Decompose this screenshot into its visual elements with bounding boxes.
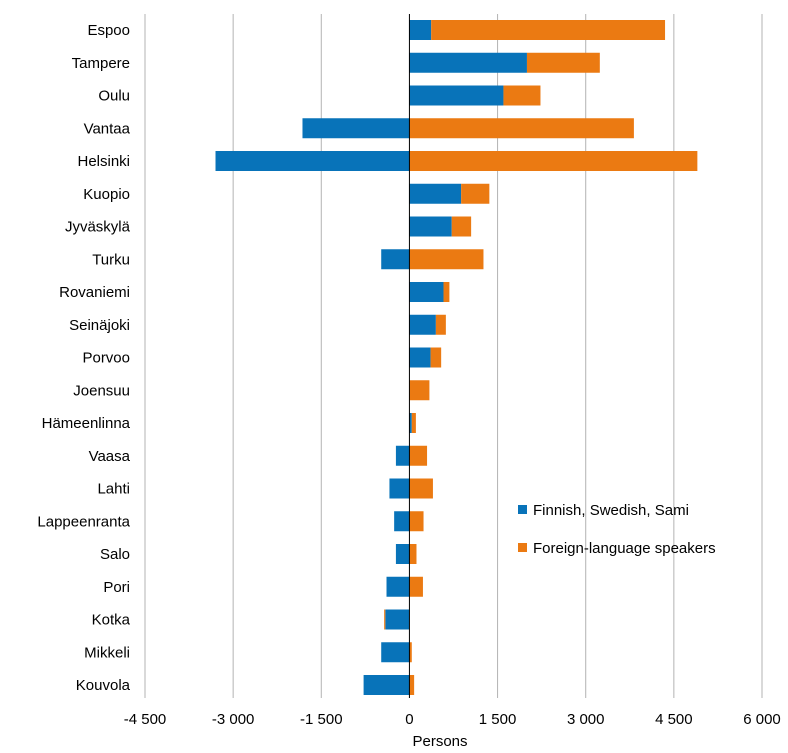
bars bbox=[215, 20, 698, 695]
bar bbox=[411, 413, 416, 433]
bar bbox=[409, 314, 436, 335]
bar bbox=[409, 380, 430, 401]
bar bbox=[409, 20, 432, 40]
x-tick-label: 0 bbox=[405, 711, 413, 728]
bar bbox=[430, 347, 442, 368]
x-tick-labels: -4 500 -3 000 -1 500 0 1 500 3 000 4 500 6 000 bbox=[124, 711, 781, 728]
category-label: Lahti bbox=[97, 481, 130, 498]
category-label: Rovaniemi bbox=[59, 284, 130, 301]
bar bbox=[503, 85, 541, 106]
bar bbox=[526, 52, 600, 73]
bar bbox=[363, 675, 410, 695]
category-label: Vaasa bbox=[89, 448, 131, 465]
category-label: Pori bbox=[103, 579, 130, 596]
bar bbox=[395, 544, 410, 564]
x-tick-label: -3 000 bbox=[212, 711, 255, 728]
bar bbox=[409, 151, 698, 171]
bar bbox=[451, 216, 472, 237]
bar bbox=[409, 52, 527, 73]
x-tick-label: 4 500 bbox=[655, 711, 693, 728]
x-axis-title: Persons bbox=[412, 733, 467, 750]
bar bbox=[409, 675, 415, 695]
x-tick-label: 6 000 bbox=[743, 711, 781, 728]
category-label: Vantaa bbox=[84, 120, 131, 137]
bar bbox=[302, 118, 410, 139]
bar bbox=[443, 282, 450, 302]
bar bbox=[409, 216, 452, 237]
grid bbox=[144, 14, 763, 698]
bar bbox=[384, 609, 386, 630]
bar bbox=[381, 642, 410, 663]
bar bbox=[409, 282, 444, 302]
category-label: Salo bbox=[100, 546, 130, 563]
x-tick-label: 1 500 bbox=[479, 711, 517, 728]
bar bbox=[435, 314, 446, 335]
bar bbox=[409, 576, 423, 597]
bar bbox=[409, 445, 428, 466]
legend-swatch bbox=[518, 543, 527, 552]
category-label: Kuopio bbox=[83, 186, 130, 203]
x-tick-label: -4 500 bbox=[124, 711, 167, 728]
bar bbox=[409, 511, 424, 532]
bar bbox=[215, 151, 410, 171]
bar bbox=[409, 183, 462, 204]
x-tick-label: -1 500 bbox=[300, 711, 343, 728]
legend: Finnish, Swedish, Sami Foreign-language s… bbox=[518, 502, 716, 557]
bar bbox=[409, 118, 634, 139]
category-label: Joensuu bbox=[73, 382, 130, 399]
category-label: Espoo bbox=[87, 22, 130, 39]
category-label: Lappeenranta bbox=[37, 513, 130, 530]
bar bbox=[409, 544, 417, 564]
bar bbox=[385, 609, 410, 630]
legend-label: Finnish, Swedish, Sami bbox=[533, 502, 689, 519]
bar bbox=[389, 478, 410, 499]
category-label: Oulu bbox=[98, 88, 130, 105]
category-labels: Espoo Tampere Oulu Vantaa Helsinki Kuopio Jyvä… bbox=[37, 22, 130, 694]
category-label: Kouvola bbox=[76, 677, 131, 694]
category-label: Hämeenlinna bbox=[42, 415, 131, 432]
bar bbox=[431, 20, 666, 40]
bar bbox=[381, 249, 410, 270]
category-label: Helsinki bbox=[77, 153, 130, 170]
category-label: Kotka bbox=[92, 612, 131, 629]
bar bbox=[409, 85, 504, 106]
bar bbox=[409, 413, 412, 433]
bar bbox=[409, 642, 412, 663]
bar bbox=[409, 478, 433, 499]
bar bbox=[461, 183, 490, 204]
bar bbox=[395, 445, 410, 466]
legend-swatch bbox=[518, 505, 527, 514]
bar bbox=[394, 511, 410, 532]
category-label: Porvoo bbox=[82, 350, 130, 367]
category-label: Mikkeli bbox=[84, 644, 130, 661]
category-label: Seinäjoki bbox=[69, 317, 130, 334]
bar bbox=[409, 249, 484, 270]
legend-label: Foreign-language speakers bbox=[533, 540, 716, 557]
bar bbox=[409, 347, 431, 368]
category-label: Tampere bbox=[72, 55, 130, 72]
bar bbox=[386, 576, 410, 597]
x-tick-label: 3 000 bbox=[567, 711, 605, 728]
category-label: Turku bbox=[92, 251, 130, 268]
category-label: Jyväskylä bbox=[65, 219, 131, 236]
